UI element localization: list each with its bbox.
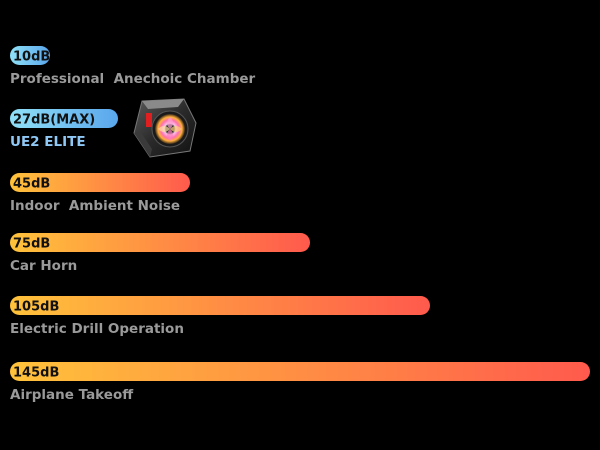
category-label: Airplane Takeoff [10,387,134,403]
bars-layer: 10dB Professional Anechoic Chamber 27dB(MA… [10,46,590,403]
bar-value-label: 145dB [13,366,59,381]
category-label: Electric Drill Operation [10,321,184,337]
bar-value-label: 75dB [13,237,50,252]
bar-1 [10,109,118,128]
bar-0 [10,46,50,65]
category-label: UE2 ELITE [10,134,86,150]
bar-value-label: 105dB [13,300,59,315]
cpu-cooler-image [133,98,197,158]
category-label: Indoor Ambient Noise [10,198,180,214]
bar-4 [10,296,430,315]
category-label: Car Horn [10,258,77,274]
bar-value-label: 45dB [13,177,50,192]
category-label: Professional Anechoic Chamber [10,71,256,87]
bar-value-label: 10dB [13,50,50,65]
bar-3 [10,233,310,252]
bar-5 [10,362,590,381]
bar-2 [10,173,190,192]
bar-value-label: 27dB(MAX) [13,113,95,128]
